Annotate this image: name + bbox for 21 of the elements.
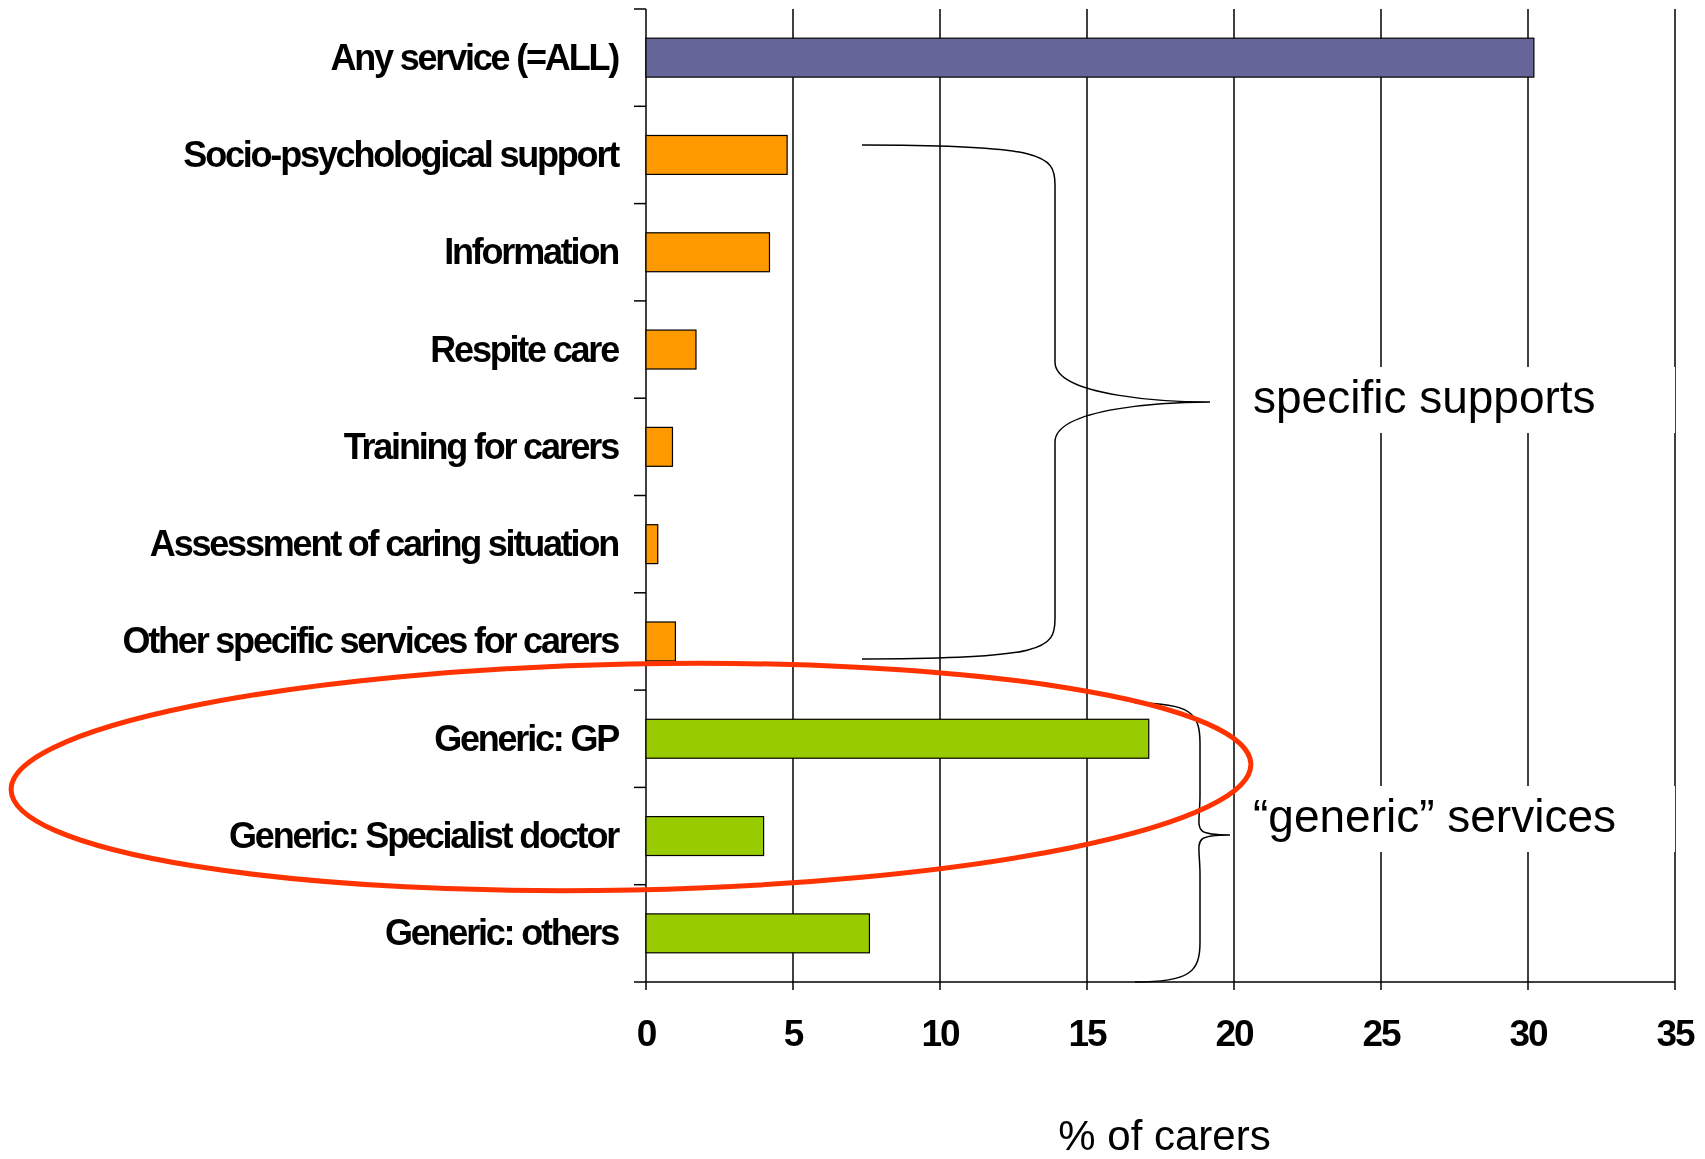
- x-tick-label: 5: [783, 1013, 804, 1054]
- y-tick-label: Socio-psychological support: [183, 133, 621, 175]
- x-tick-label: 10: [921, 1013, 960, 1054]
- x-axis-title: % of carers: [1058, 1112, 1271, 1159]
- x-tick-label: 35: [1656, 1013, 1695, 1054]
- annotation: specific supports: [1253, 371, 1596, 423]
- y-tick-label: Any service (=ALL): [330, 36, 620, 78]
- y-tick-label: Respite care: [430, 328, 620, 370]
- x-tick-label: 20: [1215, 1013, 1254, 1054]
- x-tick-label: 30: [1509, 1013, 1548, 1054]
- y-tick-label: Generic: Specialist doctor: [229, 815, 621, 857]
- x-tick-label: 25: [1362, 1013, 1401, 1054]
- x-tick-label: 15: [1068, 1013, 1107, 1054]
- y-tick-label: Information: [444, 231, 619, 273]
- y-tick-label: Other specific services for carers: [122, 620, 620, 662]
- x-tick-label: 0: [636, 1013, 657, 1054]
- y-tick-label: Generic: GP: [434, 717, 620, 759]
- y-tick-label: Generic: others: [384, 912, 620, 954]
- y-tick-label: Assessment of caring situation: [149, 523, 619, 565]
- y-tick-label: Training for carers: [343, 425, 620, 467]
- annotation: “generic” services: [1253, 790, 1616, 842]
